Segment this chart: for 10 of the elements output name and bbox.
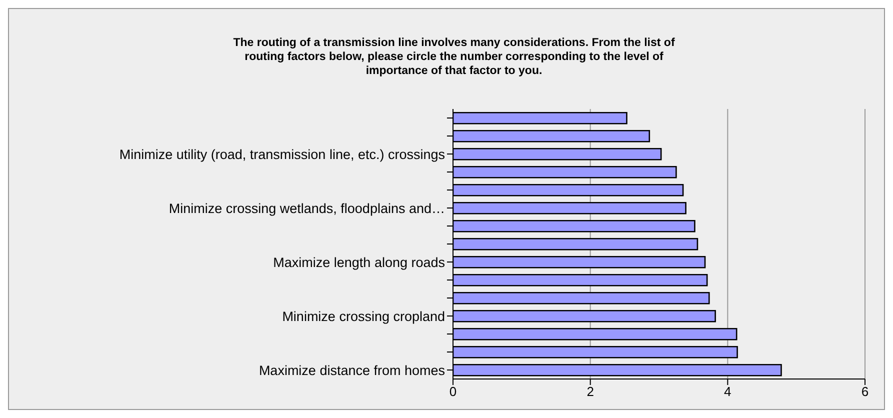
y-tick-label: Minimize utility (road, transmission line, etc.) crossings	[119, 146, 446, 162]
y-tick-label: Minimize crossing wetlands, floodplains and…	[168, 200, 445, 216]
y-tick-label: Maximize length along roads	[273, 254, 446, 270]
x-tick-label: 4	[724, 384, 732, 400]
x-tick-label: 6	[861, 384, 869, 400]
x-tick-label: 0	[449, 384, 457, 400]
y-tick-label: Minimize crossing cropland	[282, 308, 445, 324]
y-tick-label: Maximize distance from homes	[258, 362, 446, 378]
x-tick-label: 2	[586, 384, 594, 400]
chart-title: The routing of a transmission line involves many considerations. From the list of routing factors below, please circle the number corresponding to the level of importance of that factor to you.	[232, 36, 676, 78]
